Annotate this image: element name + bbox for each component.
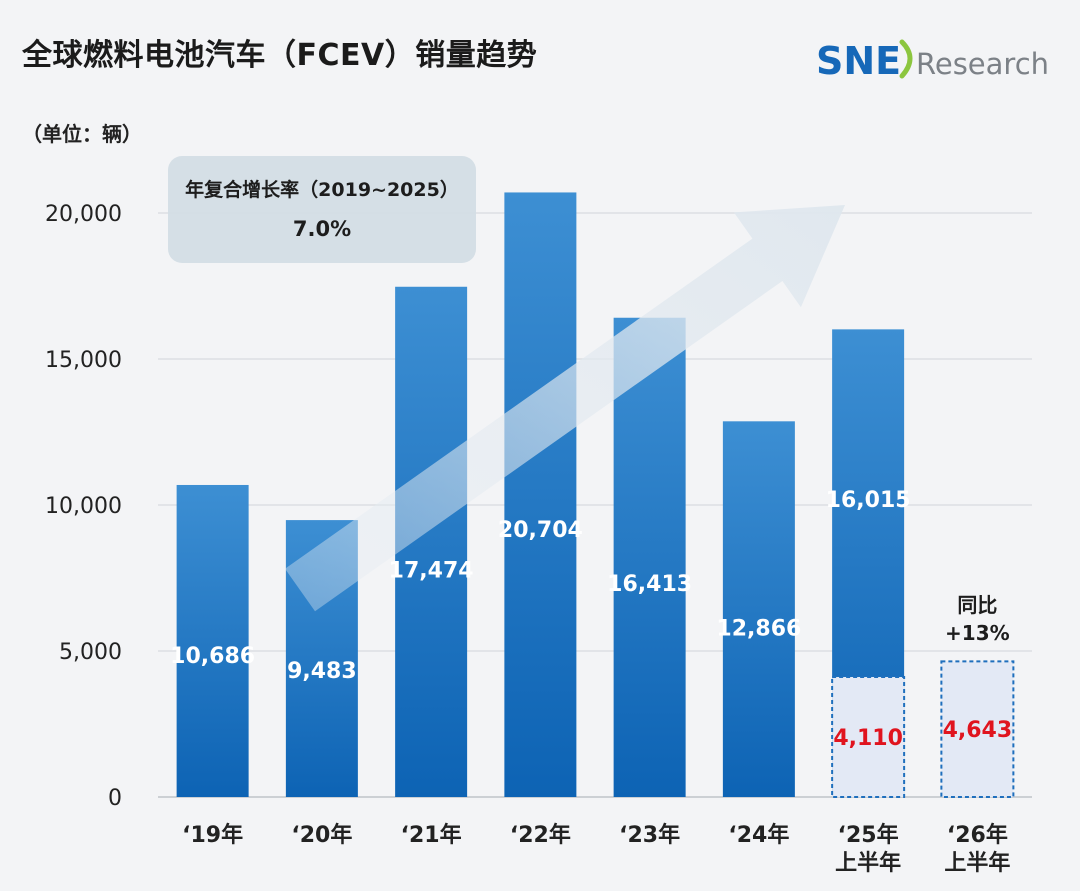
bar-value-label: 20,704 bbox=[498, 518, 583, 543]
x-tick-label: ‘25年 bbox=[838, 822, 899, 848]
x-tick-label: ‘20年 bbox=[291, 822, 352, 848]
x-tick-label: ‘22年 bbox=[510, 822, 571, 848]
bar-value-label: 12,866 bbox=[716, 616, 801, 641]
half-year-box bbox=[831, 675, 906, 798]
sne-research-logo: SNE Research bbox=[816, 39, 1049, 83]
cagr-box bbox=[168, 156, 476, 263]
bar-value-label: 16,015 bbox=[826, 488, 911, 513]
half-year-value-label: 4,643 bbox=[943, 718, 1013, 743]
y-tick-label: 10,000 bbox=[45, 494, 122, 519]
bar-value-label: 10,686 bbox=[170, 644, 255, 669]
x-tick-label: ‘19年 bbox=[182, 822, 243, 848]
y-tick-label: 15,000 bbox=[45, 348, 122, 373]
y-tick-label: 0 bbox=[108, 786, 122, 811]
bar-value-label: 16,413 bbox=[607, 572, 692, 597]
x-tick-label: 上半年 bbox=[944, 850, 1010, 876]
logo-research-text: Research bbox=[916, 47, 1049, 81]
logo-swoosh-icon bbox=[899, 39, 913, 79]
bar bbox=[613, 317, 686, 797]
y-tick-label: 5,000 bbox=[59, 640, 122, 665]
x-tick-label: ‘23年 bbox=[619, 822, 680, 848]
half-year-box bbox=[940, 660, 1015, 798]
yoy-value: +13% bbox=[945, 621, 1010, 645]
y-tick-label: 20,000 bbox=[45, 202, 122, 227]
chart-title: 全球燃料电池汽车（FCEV）销量趋势 bbox=[22, 38, 538, 73]
bar bbox=[504, 192, 577, 797]
x-tick-label: ‘24年 bbox=[728, 822, 789, 848]
x-tick-label: ‘26年 bbox=[947, 822, 1008, 848]
half-year-value-label: 4,110 bbox=[833, 726, 903, 751]
x-tick-label: ‘21年 bbox=[401, 822, 462, 848]
cagr-title: 年复合增长率（2019~2025） bbox=[185, 178, 459, 201]
bar bbox=[176, 484, 249, 797]
yoy-label: 同比 bbox=[957, 593, 997, 617]
bar bbox=[722, 421, 795, 797]
bar-value-label: 17,474 bbox=[389, 559, 474, 584]
x-tick-label: 上半年 bbox=[835, 850, 901, 876]
bar-value-label: 9,483 bbox=[287, 659, 357, 684]
logo-sne-text: SNE bbox=[816, 39, 901, 83]
unit-label: （单位：辆） bbox=[22, 122, 142, 146]
trend-arrow-icon bbox=[285, 205, 845, 612]
cagr-value: 7.0% bbox=[293, 217, 351, 241]
